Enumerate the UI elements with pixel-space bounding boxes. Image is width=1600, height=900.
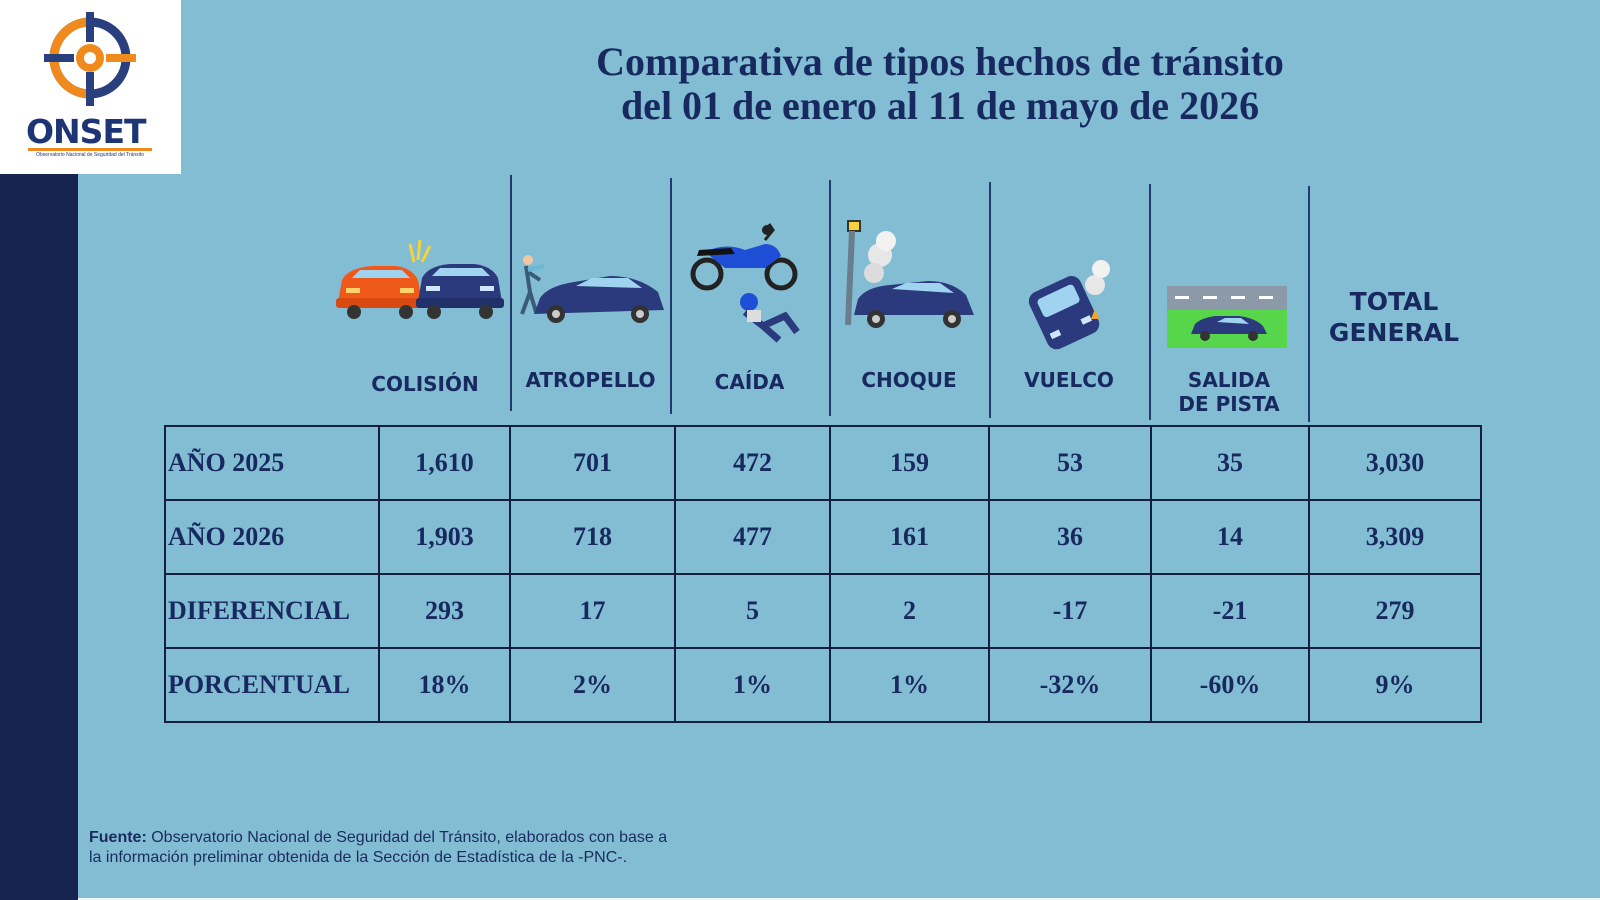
rollover-icon <box>1028 260 1110 350</box>
row-label: DIFERENCIAL <box>164 573 380 649</box>
table-cell: 17 <box>509 573 676 649</box>
header-atropello: ATROPELLO <box>525 368 656 392</box>
header-choque: CHOQUE <box>861 368 957 392</box>
source-note: Fuente: Observatorio Nacional de Segurid… <box>89 828 667 868</box>
table-cell: 35 <box>1150 425 1310 501</box>
off-road-icon <box>1167 286 1287 348</box>
table-cell: 2% <box>509 647 676 723</box>
table-cell: 2 <box>829 573 990 649</box>
page-title: Comparativa de tipos hechos de tránsito … <box>420 40 1460 128</box>
left-sidebar-band <box>0 170 78 900</box>
table-cell: -17 <box>988 573 1152 649</box>
motorcycle-fall-icon <box>690 223 800 343</box>
source-text-1: Observatorio Nacional de Seguridad del T… <box>151 829 668 846</box>
crash-pole-icon <box>845 220 974 328</box>
pedestrian-hit-icon <box>520 255 664 323</box>
title-line-1: Comparativa de tipos hechos de tránsito <box>596 39 1284 84</box>
column-divider <box>1308 186 1310 422</box>
header-total-line-1: TOTAL <box>1349 287 1439 316</box>
table-cell: 9% <box>1308 647 1482 723</box>
logo-box: ONSET Observatorio Nacional de Seguridad… <box>0 0 181 174</box>
comparison-table: AÑO 2025 1,610 701 472 159 53 35 3,030 A… <box>164 425 1482 723</box>
table-cell: 1,610 <box>378 425 511 501</box>
table-cell: 1,903 <box>378 499 511 575</box>
onset-logo-icon <box>44 12 136 106</box>
table-cell: 718 <box>509 499 676 575</box>
table-cell: 159 <box>829 425 990 501</box>
header-colision: COLISIÓN <box>371 372 479 396</box>
table-cell: -60% <box>1150 647 1310 723</box>
table-cell: 472 <box>674 425 831 501</box>
table-cell: 53 <box>988 425 1152 501</box>
column-divider <box>1149 184 1151 420</box>
table-cell: -21 <box>1150 573 1310 649</box>
collision-icon <box>336 240 504 319</box>
table-cell: 279 <box>1308 573 1482 649</box>
table-row: AÑO 2025 1,610 701 472 159 53 35 3,030 <box>164 425 1482 501</box>
table-cell: 5 <box>674 573 831 649</box>
table-row: PORCENTUAL 18% 2% 1% 1% -32% -60% 9% <box>164 647 1482 723</box>
title-line-2: del 01 de enero al 11 de mayo de 2026 <box>620 83 1260 128</box>
table-cell: -32% <box>988 647 1152 723</box>
column-divider <box>670 178 672 414</box>
column-divider <box>989 182 991 418</box>
table-cell: 18% <box>378 647 511 723</box>
source-label: Fuente: <box>89 829 147 846</box>
bottom-strip <box>0 898 1600 900</box>
row-label: AÑO 2026 <box>164 499 380 575</box>
table-cell: 701 <box>509 425 676 501</box>
logo-underline <box>28 148 152 151</box>
header-caida: CAÍDA <box>714 370 785 394</box>
column-divider <box>829 180 831 416</box>
table-cell: 36 <box>988 499 1152 575</box>
table-row: DIFERENCIAL 293 17 5 2 -17 -21 279 <box>164 573 1482 649</box>
header-salida-line-1: SALIDA <box>1187 368 1271 392</box>
header-total-general: TOTAL GENERAL <box>1310 286 1478 348</box>
source-line-1: Fuente: Observatorio Nacional de Segurid… <box>89 828 667 848</box>
table-cell: 3,309 <box>1308 499 1482 575</box>
row-label: PORCENTUAL <box>164 647 380 723</box>
header-total-line-2: GENERAL <box>1328 318 1460 347</box>
table-row: AÑO 2026 1,903 718 477 161 36 14 3,309 <box>164 499 1482 575</box>
logo-wordmark: ONSET <box>26 112 146 151</box>
column-divider <box>510 175 512 411</box>
table-cell: 477 <box>674 499 831 575</box>
table-cell: 293 <box>378 573 511 649</box>
header-vuelco: VUELCO <box>1024 368 1114 392</box>
logo-subtitle: Observatorio Nacional de Seguridad del T… <box>36 152 144 158</box>
table-cell: 161 <box>829 499 990 575</box>
row-label: AÑO 2025 <box>164 425 380 501</box>
table-cell: 1% <box>674 647 831 723</box>
header-salida-de-pista: SALIDA DE PISTA <box>1151 368 1307 416</box>
table-cell: 1% <box>829 647 990 723</box>
source-line-2: la información preliminar obtenida de la… <box>89 849 628 866</box>
table-cell: 14 <box>1150 499 1310 575</box>
table-cell: 3,030 <box>1308 425 1482 501</box>
header-salida-line-2: DE PISTA <box>1178 392 1280 416</box>
